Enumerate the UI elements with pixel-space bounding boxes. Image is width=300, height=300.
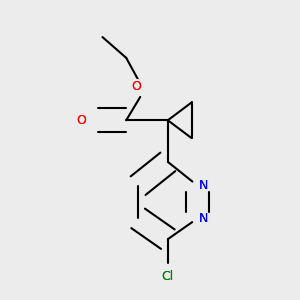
Circle shape — [130, 80, 143, 93]
Text: O: O — [132, 80, 142, 93]
Text: N: N — [199, 212, 208, 225]
Text: O: O — [77, 114, 87, 127]
Text: O: O — [132, 80, 142, 93]
Circle shape — [159, 267, 177, 285]
Text: O: O — [77, 114, 87, 127]
Circle shape — [198, 212, 209, 224]
Text: Cl: Cl — [162, 270, 174, 283]
Text: Cl: Cl — [162, 270, 174, 283]
Text: N: N — [199, 212, 208, 225]
Text: N: N — [199, 179, 208, 192]
Circle shape — [75, 114, 88, 127]
Text: N: N — [199, 179, 208, 192]
Circle shape — [198, 180, 209, 192]
